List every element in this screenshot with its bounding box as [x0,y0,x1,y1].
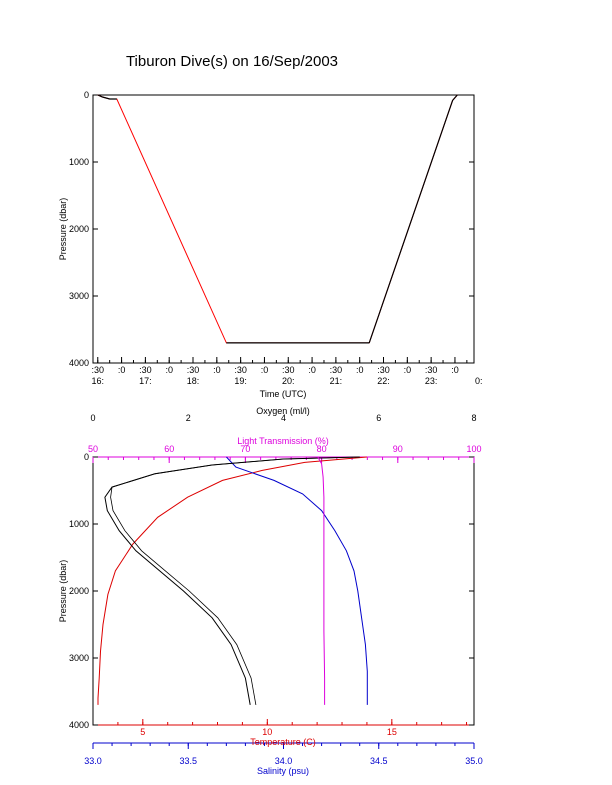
time-tick-minute-label: :30 [139,365,152,375]
salinity-tick-label: 34.5 [370,756,388,766]
time-tick-minute-label: :0 [308,365,316,375]
transmission-tick-label: 50 [88,444,98,454]
oxygen-upcast-line [110,456,360,705]
transmission-tick-label: 70 [240,444,250,454]
y-tick-label-bottom: 0 [84,452,89,462]
dive-profile-ticks: 01000200030004000:30:0:30:0:30:0:30:0:30… [69,90,483,386]
oxygen-profile-line [104,456,360,705]
transmission-tick-label: 60 [164,444,174,454]
y-tick-label-bottom: 1000 [69,519,89,529]
salinity-profile-line [226,456,368,705]
time-tick-hour-label: 19: [234,376,247,386]
salinity-axis-label: Salinity (psu) [257,766,309,776]
oxygen-axis-label: Oxygen (ml/l) [256,406,310,416]
time-tick-minute-label: :0 [261,365,269,375]
surface-trace [97,94,117,100]
time-tick-hour-label: 18: [187,376,200,386]
ctd-profile-frame [92,456,475,726]
salinity-tick-label: 33.5 [179,756,197,766]
y-tick-label-top: 0 [84,90,89,100]
temperature-tick-label: 10 [262,727,272,737]
time-tick-hour-label: 21: [330,376,343,386]
oxygen-tick-label: 4 [281,413,286,423]
oxygen-tick-label: 2 [186,413,191,423]
time-tick-minute-label: :30 [234,365,247,375]
dive-depth-line [97,94,458,344]
time-tick-hour-label: 20: [282,376,295,386]
transmission-profile-line [317,456,326,705]
salinity-tick-label: 35.0 [465,756,483,766]
transmission-tick-label: 90 [393,444,403,454]
dive-profile-series [97,94,458,344]
time-tick-minute-label: :0 [404,365,412,375]
time-tick-minute-label: :30 [187,365,200,375]
time-tick-minute-label: :0 [118,365,126,375]
ascent-trace [368,94,458,344]
temperature-tick-label: 5 [140,727,145,737]
time-tick-minute-label: :30 [377,365,390,375]
y-tick-label-top: 1000 [69,157,89,167]
dive-profile-panel: 01000200030004000:30:0:30:0:30:0:30:0:30… [58,90,483,399]
y-tick-label-bottom: 3000 [69,653,89,663]
salinity-tick-label: 33.0 [84,756,102,766]
time-tick-minute-label: :0 [165,365,173,375]
ctd-profile-panel: 0 1000 2000 3000 4000 0 2 4 6 8 50 60 70 80 90 100 5 10 15… [58,406,483,776]
temperature-axis-label: Temperature (C) [250,737,316,747]
ctd-profile-ticks: 0 1000 2000 3000 4000 0 2 4 6 8 50 60 70 80 90 100 5 10 15… [69,413,483,766]
y-tick-label-top: 4000 [69,358,89,368]
y-tick-label-bottom: 2000 [69,586,89,596]
time-tick-minute-label: :0 [213,365,221,375]
ctd-profile-series [97,456,368,705]
salinity-tick-label: 34.0 [275,756,293,766]
time-tick-hour-label: 17: [139,376,152,386]
y-tick-label-bottom: 4000 [69,720,89,730]
transmission-tick-label: 100 [466,444,481,454]
temperature-tick-label: 15 [387,727,397,737]
transmission-axis-label: Light Transmission (%) [237,436,329,446]
oxygen-tick-label: 6 [376,413,381,423]
time-tick-hour-label: 16: [92,376,105,386]
time-tick-minute-label: :30 [92,365,105,375]
time-tick-minute-label: :30 [282,365,295,375]
dive-profile-frame [92,94,475,364]
time-tick-minute-label: :30 [425,365,438,375]
transmission-tick-label: 80 [317,444,327,454]
page-title: Tiburon Dive(s) on 16/Sep/2003 [126,53,338,70]
pressure-axis-label-bottom: Pressure (dbar) [58,560,68,623]
y-tick-label-top: 3000 [69,291,89,301]
temperature-profile-line [97,456,367,705]
time-tick-hour-label: 22: [377,376,390,386]
time-tick-hour-label: 0: [475,376,483,386]
time-axis-label: Time (UTC) [260,389,307,399]
time-tick-minute-label: :30 [330,365,343,375]
oxygen-tick-label: 8 [471,413,476,423]
pressure-axis-label-top: Pressure (dbar) [58,198,68,261]
oxygen-tick-label: 0 [90,413,95,423]
time-tick-minute-label: :0 [356,365,364,375]
y-tick-label-top: 2000 [69,224,89,234]
time-tick-minute-label: :0 [451,365,459,375]
time-tick-hour-label: 23: [425,376,438,386]
